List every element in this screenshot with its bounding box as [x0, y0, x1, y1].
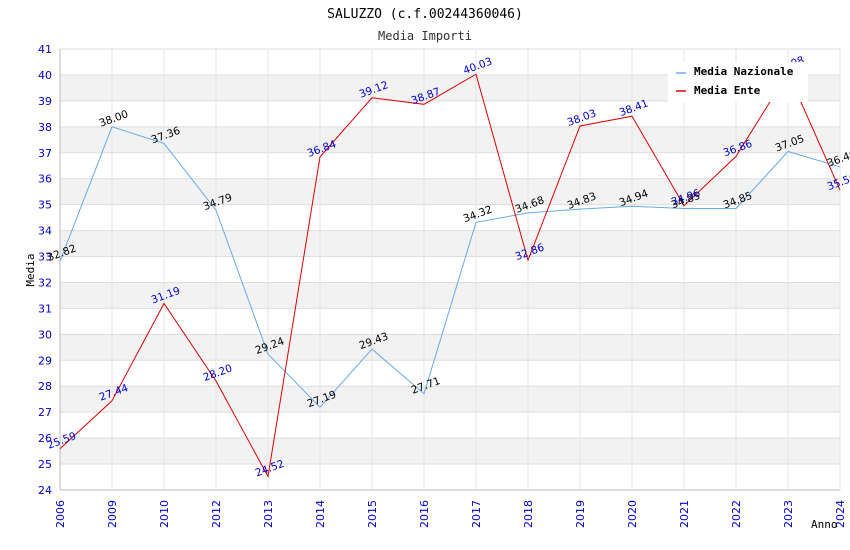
x-tick-label: 2019	[574, 500, 587, 528]
y-tick-label: 40	[38, 69, 52, 82]
y-tick-label: 41	[38, 43, 52, 56]
plot-bands	[60, 49, 840, 490]
plot-band	[60, 308, 840, 335]
plot-band	[60, 464, 840, 490]
plot-band	[60, 360, 840, 387]
y-tick-label: 28	[38, 380, 52, 393]
x-tick-label: 2022	[730, 500, 743, 528]
y-tick-label: 33	[38, 251, 52, 264]
y-tick-label: 36	[38, 173, 52, 186]
chart-subtitle: Media Importi	[378, 29, 472, 43]
chart-title: SALUZZO (c.f.00244360046)	[327, 7, 523, 22]
legend: Media Nazionale Media Ente	[668, 62, 808, 102]
series-line-media-ente	[59, 71, 841, 479]
x-tick-label: 2009	[106, 500, 119, 528]
x-tick-label: 2017	[470, 500, 483, 528]
y-tick-label: 34	[38, 225, 52, 238]
gridlines	[59, 48, 841, 491]
y-tick-label: 35	[38, 199, 52, 212]
x-tick-label: 2010	[158, 500, 171, 528]
plot-band	[60, 438, 840, 465]
y-axis-label: Media	[24, 253, 37, 286]
y-tick-label: 37	[38, 147, 52, 160]
plot-band	[60, 256, 840, 283]
x-tick-label: 2012	[210, 500, 223, 528]
y-tick-label: 25	[38, 458, 52, 471]
y-tick-label: 24	[38, 484, 52, 497]
x-tick-label: 2014	[314, 500, 327, 528]
x-tick-label: 2013	[262, 500, 275, 528]
plot-band	[60, 334, 840, 361]
y-tick-label: 29	[38, 354, 52, 367]
plot-band	[60, 152, 840, 179]
series-lines	[59, 71, 841, 479]
x-tick-label: 2015	[366, 500, 379, 528]
x-tick-label: 2023	[782, 500, 795, 528]
plot-band	[60, 178, 840, 205]
x-tick-label: 2006	[54, 500, 67, 528]
plot-band	[60, 282, 840, 309]
legend-label-media-ente: Media Ente	[694, 84, 761, 97]
plot-band	[60, 100, 840, 127]
x-tick-label: 2018	[522, 500, 535, 528]
x-tick-label: 2016	[418, 500, 431, 528]
x-tick-label: 2024	[834, 500, 847, 528]
y-tick-label: 27	[38, 406, 52, 419]
y-tick-label: 31	[38, 302, 52, 315]
x-ticks: 2006 2009 2010 2012 2013 2014 2015 2016 2017 2018…	[54, 500, 847, 528]
y-tick-label: 26	[38, 432, 52, 445]
plot-band	[60, 412, 840, 439]
plot-band	[60, 230, 840, 257]
legend-label-media-nazionale: Media Nazionale	[694, 65, 794, 78]
legend-box	[668, 62, 808, 102]
y-tick-label: 30	[38, 328, 52, 341]
plot-band	[60, 126, 840, 153]
x-axis-label: Anno	[811, 518, 838, 531]
x-tick-label: 2020	[626, 500, 639, 528]
y-tick-label: 38	[38, 121, 52, 134]
y-tick-label: 39	[38, 95, 52, 108]
y-tick-label: 32	[38, 276, 52, 289]
x-tick-label: 2021	[678, 500, 691, 528]
y-ticks: 24 25 26 27 28 29 30 31 32 33 34 35 36 37 38 39 40 41	[38, 43, 52, 497]
series-line-media-nazionale	[59, 126, 841, 408]
plot-band	[60, 386, 840, 413]
